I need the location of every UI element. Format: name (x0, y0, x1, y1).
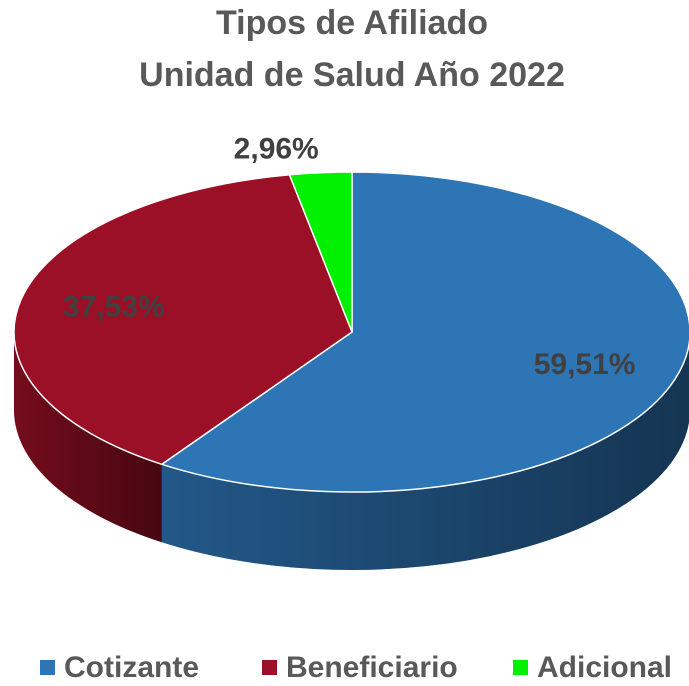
legend-swatch (513, 660, 528, 675)
pie-side-shade (161, 343, 689, 570)
data-label: 2,96% (234, 132, 319, 165)
data-label: 37,53% (63, 290, 165, 323)
pie-slice (160, 171, 689, 493)
legend-label: Adicional (537, 651, 672, 684)
chart-subtitle: Unidad de Salud Año 2022 (139, 56, 565, 94)
legend-swatch (262, 660, 277, 675)
pie-slice (13, 173, 353, 466)
legend-swatch (40, 660, 55, 675)
chart-title: Tipos de Afiliado (216, 4, 488, 42)
legend-label: Beneficiario (286, 651, 458, 684)
legend-label: Cotizante (64, 651, 199, 684)
pie-slice (288, 171, 353, 333)
data-label: 59,51% (534, 348, 636, 381)
pie-side-shade (14, 332, 162, 543)
